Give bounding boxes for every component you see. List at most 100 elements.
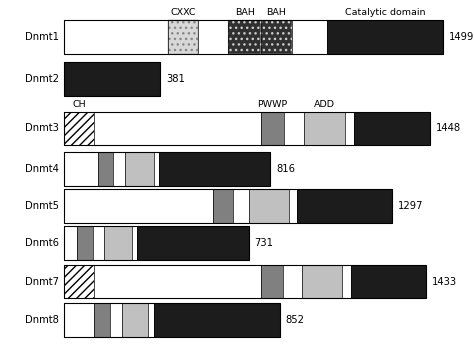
Bar: [234, 189, 249, 223]
Text: BAH: BAH: [266, 8, 286, 17]
Bar: [249, 189, 289, 223]
Bar: [64, 226, 249, 260]
Bar: [64, 152, 98, 186]
Bar: [345, 112, 354, 145]
Bar: [64, 226, 77, 260]
Bar: [292, 20, 327, 54]
Bar: [125, 152, 154, 186]
Bar: [137, 226, 249, 260]
Bar: [64, 265, 94, 298]
Bar: [64, 152, 270, 186]
Bar: [64, 20, 168, 54]
Bar: [94, 112, 261, 145]
Bar: [132, 226, 137, 260]
Text: Catalytic domain: Catalytic domain: [345, 8, 426, 17]
Bar: [64, 20, 168, 54]
Bar: [64, 112, 94, 145]
Bar: [64, 112, 430, 145]
Bar: [354, 112, 430, 145]
Bar: [64, 265, 427, 298]
Bar: [77, 226, 93, 260]
Bar: [342, 265, 351, 298]
Bar: [94, 265, 261, 298]
Bar: [104, 226, 132, 260]
Bar: [148, 303, 154, 337]
Bar: [94, 112, 261, 145]
Bar: [302, 265, 342, 298]
Bar: [64, 62, 160, 96]
Bar: [98, 152, 113, 186]
Bar: [64, 152, 98, 186]
Bar: [64, 62, 160, 96]
Text: Dnmt1: Dnmt1: [25, 32, 59, 42]
Text: CXXC: CXXC: [170, 8, 196, 17]
Bar: [64, 62, 160, 96]
Bar: [351, 265, 427, 298]
Bar: [354, 112, 430, 145]
Text: CH: CH: [73, 100, 86, 109]
Bar: [109, 303, 122, 337]
Bar: [64, 265, 94, 298]
Bar: [64, 303, 280, 337]
Text: 1433: 1433: [432, 277, 457, 287]
Bar: [168, 20, 198, 54]
Bar: [261, 265, 283, 298]
Bar: [64, 189, 392, 223]
Bar: [154, 303, 280, 337]
Bar: [228, 20, 261, 54]
Text: Dnmt7: Dnmt7: [25, 277, 59, 287]
Bar: [64, 112, 94, 145]
Bar: [154, 152, 159, 186]
Bar: [198, 20, 228, 54]
Text: Dnmt5: Dnmt5: [25, 201, 59, 211]
Bar: [154, 303, 280, 337]
Bar: [64, 303, 94, 337]
Bar: [234, 189, 249, 223]
Bar: [94, 265, 261, 298]
Bar: [327, 20, 443, 54]
Bar: [345, 112, 354, 145]
Bar: [284, 112, 304, 145]
Text: 731: 731: [255, 238, 273, 248]
Text: Dnmt6: Dnmt6: [25, 238, 59, 248]
Bar: [94, 303, 109, 337]
Bar: [228, 20, 261, 54]
Bar: [261, 112, 284, 145]
Bar: [261, 20, 292, 54]
Bar: [213, 189, 234, 223]
Text: ADD: ADD: [314, 100, 335, 109]
Bar: [109, 303, 122, 337]
Text: 1448: 1448: [436, 124, 461, 133]
Bar: [168, 20, 198, 54]
Text: 816: 816: [276, 164, 295, 174]
Bar: [113, 152, 125, 186]
Bar: [213, 189, 234, 223]
Text: Dnmt8: Dnmt8: [26, 315, 59, 325]
Bar: [228, 20, 261, 54]
Bar: [351, 265, 427, 298]
Bar: [292, 20, 327, 54]
Bar: [125, 152, 154, 186]
Text: BAH: BAH: [235, 8, 255, 17]
Bar: [261, 112, 284, 145]
Bar: [327, 20, 443, 54]
Bar: [104, 226, 132, 260]
Bar: [64, 226, 77, 260]
Bar: [159, 152, 270, 186]
Bar: [137, 226, 249, 260]
Text: Dnmt4: Dnmt4: [26, 164, 59, 174]
Bar: [64, 112, 94, 145]
Bar: [64, 265, 94, 298]
Bar: [304, 112, 345, 145]
Bar: [122, 303, 148, 337]
Bar: [93, 226, 104, 260]
Text: 1499: 1499: [449, 32, 474, 42]
Bar: [261, 265, 283, 298]
Text: Dnmt3: Dnmt3: [26, 124, 59, 133]
Bar: [249, 189, 289, 223]
Bar: [64, 189, 213, 223]
Bar: [289, 189, 297, 223]
Bar: [64, 189, 213, 223]
Bar: [289, 189, 297, 223]
Text: 1297: 1297: [398, 201, 423, 211]
